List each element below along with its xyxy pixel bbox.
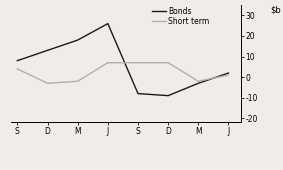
Text: $b: $b [270,5,281,14]
Short term [76,80,79,82]
Short term [16,68,19,70]
Bonds [106,23,110,25]
Line: Short term: Short term [17,63,228,83]
Short term [227,74,230,76]
Short term [136,62,140,64]
Short term [46,82,49,84]
Legend: Bonds, Short term: Bonds, Short term [152,7,209,26]
Bonds [166,95,170,97]
Bonds [197,82,200,84]
Short term [166,62,170,64]
Short term [106,62,110,64]
Bonds [16,60,19,62]
Bonds [46,49,49,51]
Short term [197,80,200,82]
Bonds [136,93,140,95]
Bonds [76,39,79,41]
Line: Bonds: Bonds [17,24,228,96]
Bonds [227,72,230,74]
